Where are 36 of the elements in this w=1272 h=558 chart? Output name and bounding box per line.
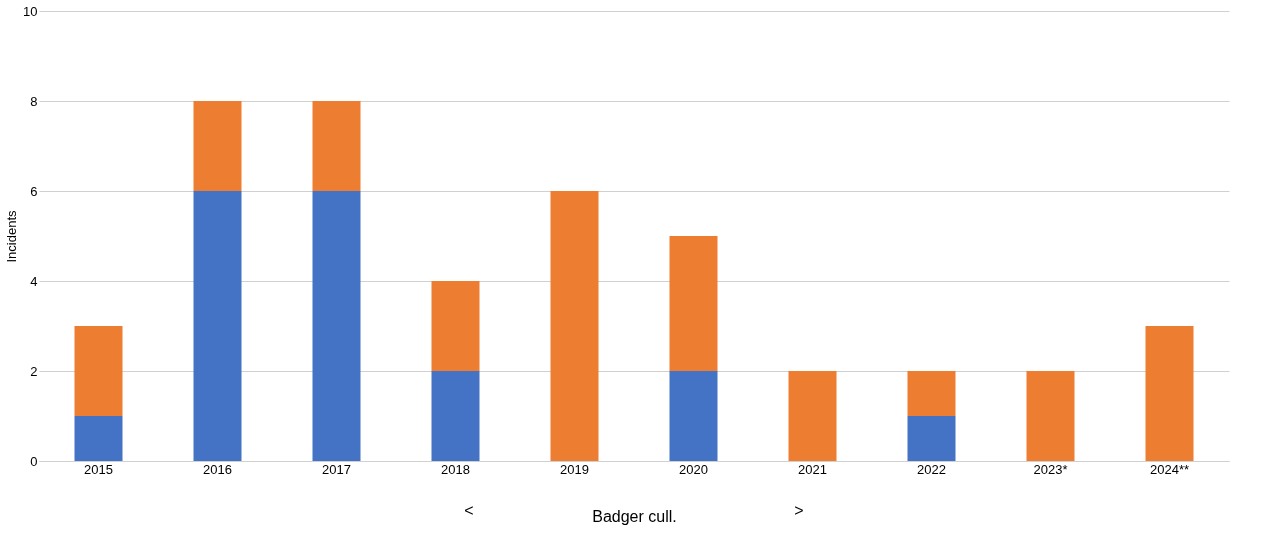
bar [312, 101, 361, 191]
x-tick-label: 2019 [560, 461, 589, 477]
bar [74, 416, 123, 461]
x-tick-label: 2020 [679, 461, 708, 477]
x-tick-label: 2017 [322, 461, 351, 477]
y-axis-title: Incidents [4, 209, 20, 263]
x-tick-label: 2021 [798, 461, 827, 477]
bar [669, 371, 718, 461]
bar [907, 416, 956, 461]
x-axis-title: Badger cull. [592, 507, 677, 525]
x-tick-label: 2023* [1033, 461, 1068, 477]
x-tick-label: 2018 [441, 461, 470, 477]
bar [193, 191, 242, 461]
bar [907, 371, 956, 416]
y-tick-label: 8 [30, 93, 38, 109]
x-tick-label: 2022 [917, 461, 946, 477]
bar [550, 191, 599, 461]
bar [74, 326, 123, 416]
y-tick-label: 6 [30, 183, 38, 199]
x-tick-label: 2016 [203, 461, 232, 477]
bar [1026, 371, 1075, 461]
x-tick-label: 2024** [1149, 461, 1190, 477]
y-tick-label: 0 [30, 453, 38, 469]
bar [669, 236, 718, 371]
text: < [464, 502, 474, 519]
bar [312, 191, 361, 461]
text: > [794, 502, 804, 519]
bar [788, 371, 837, 461]
x-tick-label: 2015 [84, 461, 113, 477]
bar [431, 371, 480, 461]
bar [431, 281, 480, 371]
bar [193, 101, 242, 191]
bar [1145, 326, 1194, 461]
y-tick-label: 10 [23, 3, 38, 19]
y-tick-label: 2 [30, 363, 38, 379]
y-tick-label: 4 [30, 273, 38, 289]
